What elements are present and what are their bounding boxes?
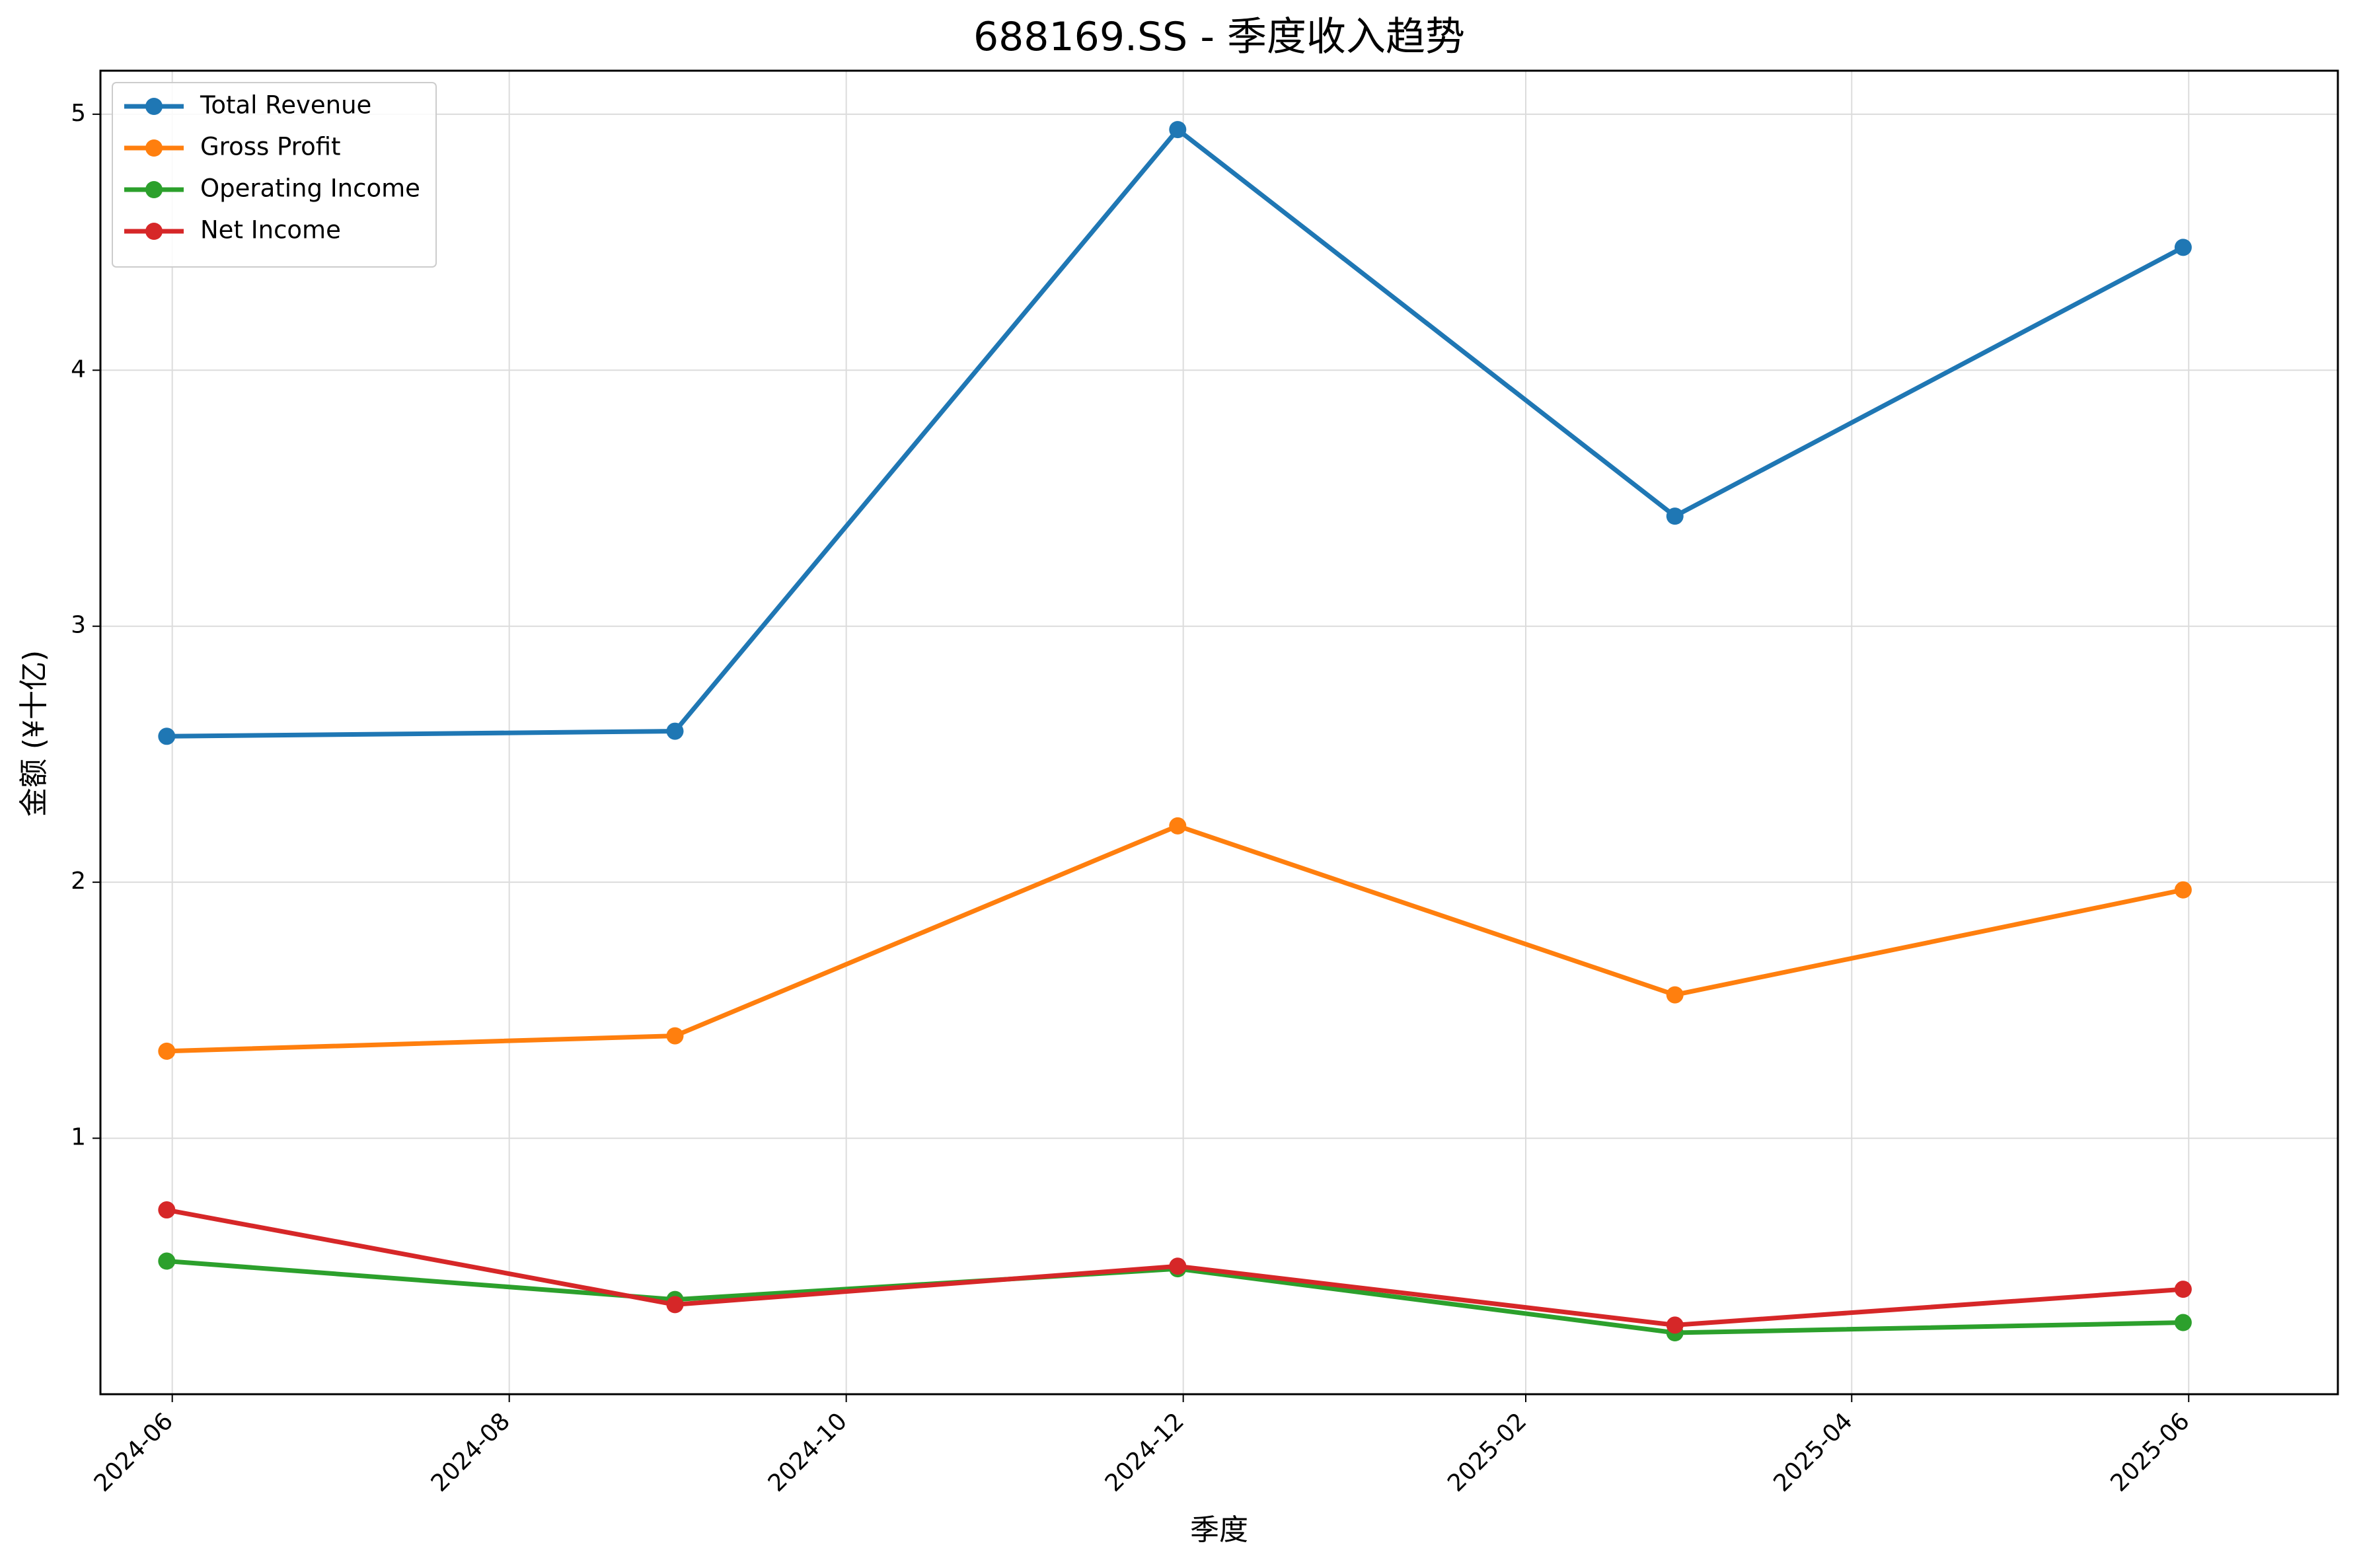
data-point-gross-profit [2174,881,2192,899]
data-point-net-income [666,1296,684,1314]
data-point-operating-income [2174,1314,2192,1331]
plot-frame [99,69,2339,1396]
series-layer [158,121,2192,1342]
data-point-gross-profit [1666,986,1684,1004]
legend-item: Total Revenue [124,91,371,120]
data-point-total-revenue [2174,239,2192,256]
y-tick-label: 5 [71,100,86,127]
data-point-net-income [1666,1316,1684,1334]
data-point-gross-profit [1169,817,1187,835]
series-total-revenue [158,121,2192,745]
data-point-gross-profit [158,1042,176,1060]
legend-label: Total Revenue [200,91,371,120]
y-tick-label: 2 [71,868,86,895]
legend-item: Operating Income [124,174,420,203]
y-axis-label: 金额 (¥十亿) [17,650,51,817]
x-axis-label: 季度 [1190,1513,1248,1547]
y-tick-label: 1 [71,1124,86,1151]
legend-box [112,82,437,268]
chart-title: 688169.SS - 季度收入趋势 [973,14,1465,60]
legend-item: Net Income [124,216,341,244]
y-tick-label: 3 [71,612,86,639]
data-point-net-income [158,1201,176,1219]
data-point-gross-profit [666,1027,684,1045]
legend-label: Net Income [200,216,341,244]
legend-label: Gross Profit [200,133,341,161]
legend-label: Operating Income [200,174,420,203]
data-point-total-revenue [158,728,176,745]
legend-marker [145,223,163,240]
series-net-income [158,1201,2192,1334]
data-point-total-revenue [1666,507,1684,525]
legend-marker [145,181,163,198]
data-point-total-revenue [666,722,684,740]
legend-item: Gross Profit [124,133,341,161]
legend-marker [145,139,163,157]
data-point-net-income [2174,1281,2192,1298]
data-point-total-revenue [1169,121,1187,139]
data-point-net-income [1169,1257,1187,1275]
legend-marker [145,98,163,115]
y-tick-label: 4 [71,355,86,383]
series-gross-profit [158,817,2192,1060]
data-point-operating-income [158,1252,176,1270]
legend: Total Revenue Gross Profit Operating Incom… [112,82,437,268]
